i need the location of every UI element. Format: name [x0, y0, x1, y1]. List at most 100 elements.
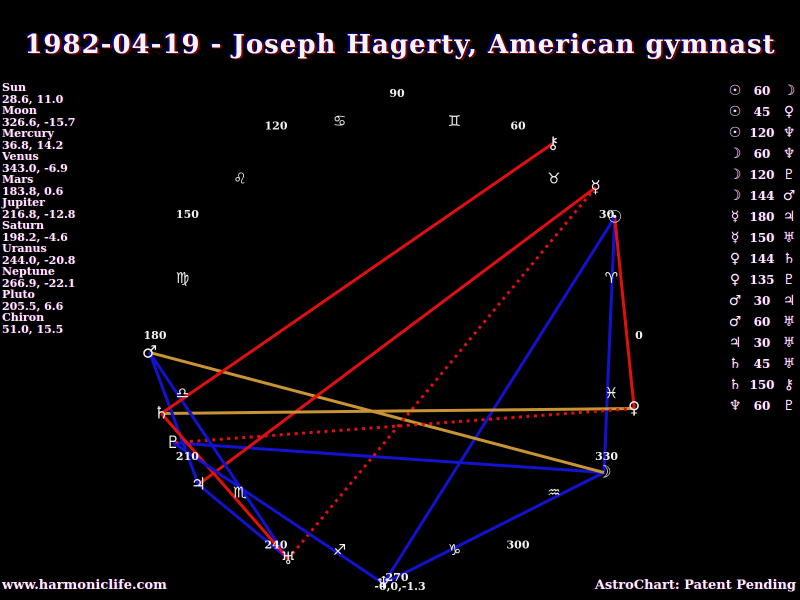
scorpio-icon: ♏ [233, 483, 247, 501]
neptune-icon: ♆ [728, 397, 742, 414]
chiron-icon: ⚷ [783, 376, 795, 393]
planet-name: Mercury [2, 127, 54, 140]
aspect-row: ♀ 144 ♄ [726, 248, 798, 269]
uranus-icon: ♅ [281, 549, 296, 569]
aspect-row: ☽ 144 ♂ [726, 185, 798, 206]
moon-icon: ☽ [596, 463, 611, 483]
uranus-icon: ♅ [782, 313, 796, 330]
origin-annotation: -0,0,-1.3 [374, 580, 425, 593]
aspect-line-saturn-uranus [160, 412, 290, 560]
sagittarius-icon: ♐ [333, 541, 346, 559]
aspect-angle: 30 [753, 335, 771, 350]
pluto-icon: ♇ [782, 397, 796, 414]
degree-label-150: 150 [176, 208, 199, 221]
moon-icon: ☽ [728, 166, 742, 183]
cancer-icon: ♋ [333, 112, 346, 130]
planet-coords: 36.8, 14.2 [2, 138, 64, 152]
planet-coords: 183.8, 0.6 [2, 184, 64, 198]
planet-position-list: Sun 28.6, 11.0 Moon 326.6, -15.7 Mercury 36.8… [2, 82, 75, 335]
aspect-row: ☿ 150 ♅ [726, 227, 798, 248]
aspect-row: ♄ 150 ⚷ [726, 374, 798, 395]
planet-coords: 244.0, -20.8 [2, 253, 76, 267]
venus-icon: ♀ [729, 271, 741, 288]
saturn-icon: ♄ [782, 250, 796, 267]
neptune-icon: ♆ [782, 124, 796, 141]
degree-label-90: 90 [389, 87, 405, 100]
jupiter-icon: ♃ [782, 208, 796, 225]
neptune-icon: ♆ [782, 145, 796, 162]
aspect-angle: 180 [749, 209, 775, 224]
planet-name: Chiron [2, 311, 45, 324]
aspect-angle: 120 [749, 167, 775, 182]
planet-name: Mars [2, 173, 34, 186]
mercury-icon: ☿ [590, 177, 600, 197]
planet-name: Pluto [2, 288, 35, 301]
jupiter-icon: ♃ [782, 292, 796, 309]
aspect-angle: 150 [749, 377, 775, 392]
aspect-line-moon-pluto [173, 441, 605, 475]
planet-name: Neptune [2, 265, 55, 278]
aspect-angle: 60 [753, 314, 771, 329]
degree-label-120: 120 [265, 119, 288, 132]
planet-coords: 216.8, -12.8 [2, 207, 76, 221]
aspect-angle: 120 [749, 125, 775, 140]
aspect-angle: 144 [749, 251, 775, 266]
aspect-row: ☉ 120 ♆ [726, 122, 798, 143]
planet-name: Sun [2, 81, 26, 94]
degree-label-300: 300 [507, 539, 530, 552]
planet-coords: 198.2, -4.6 [2, 230, 68, 244]
website-link[interactable]: www.harmoniclife.com [2, 578, 167, 593]
aspect-line-venus-pluto [173, 407, 635, 445]
sun-icon: ☉ [728, 82, 742, 99]
venus-icon: ♀ [729, 250, 741, 267]
sun-icon: ☉ [728, 103, 742, 120]
aspect-line-mars-jupiter [148, 351, 200, 486]
jupiter-icon: ♃ [191, 475, 206, 495]
planet-coords: 51.0, 15.5 [2, 322, 64, 336]
degree-label-180: 180 [144, 329, 167, 342]
degree-label-240: 240 [265, 539, 288, 552]
degree-label-210: 210 [176, 450, 199, 463]
saturn-icon: ♄ [728, 376, 742, 393]
leo-icon: ♌ [233, 170, 246, 188]
degree-label-30: 30 [599, 208, 615, 221]
aspect-angle: 144 [749, 188, 775, 203]
aspect-angle: 60 [753, 83, 771, 98]
aspect-row: ♃ 30 ♅ [726, 332, 798, 353]
sun-icon: ☉ [607, 207, 622, 227]
aspect-angle: 60 [753, 398, 771, 413]
aspect-row: ♂ 60 ♅ [726, 311, 798, 332]
pisces-icon: ♓ [605, 384, 618, 402]
aspect-row: ☉ 60 ☽ [726, 80, 798, 101]
aspect-row: ♄ 45 ♅ [726, 353, 798, 374]
aspect-line-moon-neptune [382, 471, 605, 585]
aspect-list: ☉ 60 ☽ ☉ 45 ♀ ☉ 120 ♆ ☽ 60 ♆ ☽ 120 ♇ ☽ 144 ♂ ☿ 180 ♃ ☿ 150 ♅ ♀ 14… [726, 80, 798, 416]
planet-name: Jupiter [2, 196, 45, 209]
planet-coords: 266.9, -22.1 [2, 276, 76, 290]
patent-notice: AstroChart: Patent Pending [594, 578, 796, 593]
venus-icon: ♀ [628, 399, 640, 419]
aspect-angle: 150 [749, 230, 775, 245]
aspect-angle: 60 [753, 146, 771, 161]
planet-name: Moon [2, 104, 37, 117]
planet-name: Venus [2, 150, 39, 163]
saturn-icon: ♄ [728, 355, 742, 372]
mars-icon: ♂ [142, 342, 157, 362]
aspect-line-neptune-pluto [172, 441, 385, 585]
moon-icon: ☽ [728, 145, 742, 162]
aspect-row: ☉ 45 ♀ [726, 101, 798, 122]
virgo-icon: ♍ [176, 269, 189, 287]
moon-icon: ☽ [728, 187, 742, 204]
degree-label-0: 0 [635, 329, 643, 342]
taurus-icon: ♉ [547, 170, 560, 188]
aries-icon: ♈ [605, 269, 618, 287]
capricorn-icon: ♑ [448, 541, 461, 559]
aspect-line-sun-venus [613, 217, 636, 409]
aspect-row: ♀ 135 ♇ [726, 269, 798, 290]
uranus-icon: ♅ [782, 334, 796, 351]
planet-coords: 326.6, -15.7 [2, 115, 76, 129]
aspect-row: ☽ 120 ♇ [726, 164, 798, 185]
planet-coords: 205.5, 6.6 [2, 299, 64, 313]
